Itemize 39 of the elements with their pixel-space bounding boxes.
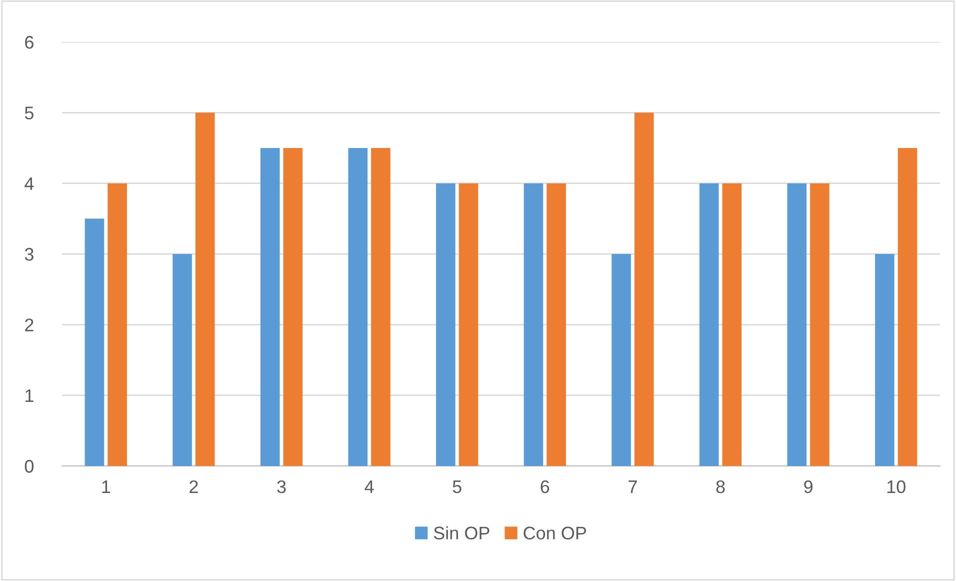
bar (524, 183, 544, 466)
bar (172, 254, 192, 466)
bar (436, 183, 456, 466)
legend-label: Sin OP (434, 526, 490, 540)
x-tick-label: 10 (887, 480, 906, 494)
bar (260, 148, 280, 466)
bar (612, 254, 631, 466)
x-tick-label: 9 (804, 480, 812, 494)
y-tick-label: 3 (24, 248, 34, 261)
y-tick-label: 0 (24, 460, 34, 473)
y-tick-label: 2 (25, 318, 34, 332)
bar (84, 218, 104, 466)
bar (458, 183, 478, 466)
bar (875, 254, 894, 466)
bar (810, 183, 830, 466)
x-tick-label: 6 (540, 480, 550, 494)
bar (108, 183, 127, 466)
x-tick-label: 4 (364, 480, 374, 493)
bar (283, 148, 303, 466)
bar (722, 183, 742, 466)
x-tick-label: 5 (452, 480, 462, 494)
y-tick-label: 6 (25, 36, 34, 49)
x-tick-label: 3 (277, 480, 286, 494)
bar (348, 148, 368, 466)
y-tick-label: 5 (24, 106, 34, 120)
bar (371, 148, 390, 466)
bar (699, 183, 719, 466)
y-tick-label: 4 (24, 177, 34, 190)
bar (195, 112, 215, 466)
x-tick-label: 1 (102, 480, 110, 493)
x-tick-label: 2 (190, 480, 198, 493)
x-tick-label: 7 (628, 480, 637, 493)
bar (898, 148, 918, 466)
bar (634, 112, 654, 466)
x-tick-label: 8 (716, 480, 725, 494)
bar (787, 183, 807, 466)
bar (546, 183, 566, 466)
y-tick-label: 1 (26, 389, 34, 402)
legend-label: Con OP (524, 526, 586, 540)
